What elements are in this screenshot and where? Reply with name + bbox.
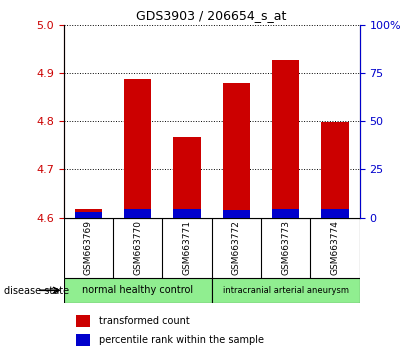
Bar — [272, 59, 299, 218]
Bar — [223, 83, 250, 218]
Bar — [124, 209, 151, 218]
Text: GSM663771: GSM663771 — [182, 220, 192, 275]
Text: GSM663774: GSM663774 — [330, 220, 339, 275]
Bar — [76, 334, 90, 346]
Bar — [76, 315, 90, 327]
Bar — [173, 209, 201, 218]
Text: GSM663772: GSM663772 — [232, 220, 241, 275]
Bar — [124, 79, 151, 218]
Text: normal healthy control: normal healthy control — [82, 285, 193, 295]
Bar — [223, 210, 250, 218]
Text: GSM663773: GSM663773 — [281, 220, 290, 275]
Bar — [321, 209, 349, 218]
Bar — [212, 278, 360, 303]
Bar — [272, 209, 299, 218]
Text: GSM663769: GSM663769 — [84, 220, 93, 275]
Title: GDS3903 / 206654_s_at: GDS3903 / 206654_s_at — [136, 9, 287, 22]
Bar — [64, 278, 212, 303]
Text: intracranial arterial aneurysm: intracranial arterial aneurysm — [223, 286, 349, 295]
Bar — [75, 212, 102, 218]
Text: transformed count: transformed count — [99, 316, 190, 326]
Text: disease state: disease state — [4, 286, 69, 296]
Text: GSM663770: GSM663770 — [133, 220, 142, 275]
Bar — [173, 137, 201, 218]
Text: percentile rank within the sample: percentile rank within the sample — [99, 335, 264, 345]
Bar — [321, 122, 349, 218]
Bar — [75, 209, 102, 218]
